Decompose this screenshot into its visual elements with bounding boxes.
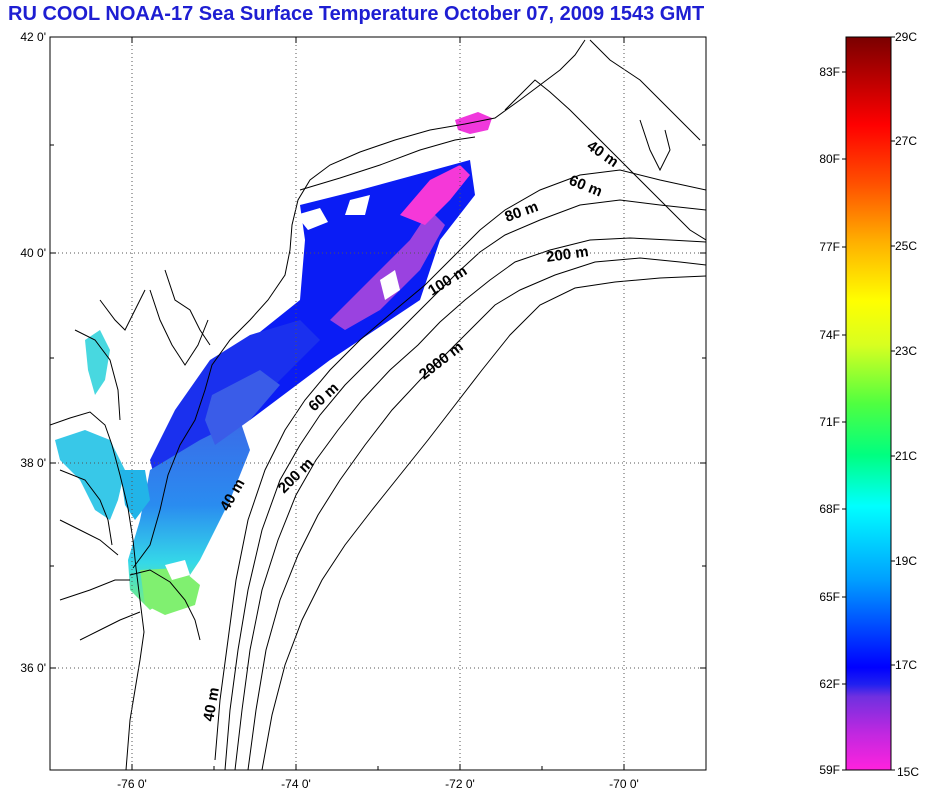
longitude-labels: -76 0' -74 0' -72 0' -70 0' — [117, 777, 639, 791]
fahrenheit-label: 83F — [819, 65, 840, 79]
map-title: RU COOL NOAA-17 Sea Surface Temperature … — [8, 3, 705, 25]
latitude-labels: 42 0' 40 0' 38 0' 36 0' — [20, 30, 46, 675]
axis-ticks — [50, 36, 706, 770]
lon-label: -74 0' — [281, 777, 311, 791]
fahrenheit-label: 62F — [819, 677, 840, 691]
celsius-labels: 29C 27C 25C 23C 21C 19C 17C 15C — [895, 30, 919, 779]
fahrenheit-label: 71F — [819, 415, 840, 429]
fahrenheit-label: 59F — [819, 763, 840, 777]
celsius-label: 21C — [895, 449, 917, 463]
fahrenheit-labels: 83F 80F 77F 74F 71F 68F 65F 62F 59F — [819, 65, 840, 777]
plot-frame — [49, 36, 707, 771]
lat-label: 42 0' — [20, 30, 46, 44]
lon-label: -70 0' — [609, 777, 639, 791]
lat-label: 38 0' — [20, 456, 46, 470]
fahrenheit-label: 80F — [819, 152, 840, 166]
celsius-label: 29C — [895, 30, 917, 44]
contour-label: 200 m — [545, 243, 589, 266]
celsius-label: 17C — [895, 658, 917, 672]
sst-data-field — [55, 112, 492, 615]
lat-label: 36 0' — [20, 661, 46, 675]
lat-label: 40 0' — [20, 246, 46, 260]
lon-label: -72 0' — [445, 777, 475, 791]
bathymetry-contours — [214, 169, 706, 770]
fahrenheit-label: 74F — [819, 328, 840, 342]
celsius-label: 23C — [895, 344, 917, 358]
fahrenheit-label: 65F — [819, 590, 840, 604]
colorbar-gradient — [845, 36, 892, 771]
contour-label: 40 m — [200, 686, 223, 723]
celsius-label: 19C — [895, 554, 917, 568]
celsius-label: 15C — [897, 765, 919, 779]
fahrenheit-label: 77F — [819, 240, 840, 254]
lon-label: -76 0' — [117, 777, 147, 791]
celsius-label: 25C — [895, 239, 917, 253]
graticule — [50, 37, 706, 770]
fahrenheit-label: 68F — [819, 502, 840, 516]
celsius-label: 27C — [895, 134, 917, 148]
colorbar-ticks — [842, 36, 895, 771]
coastline — [50, 39, 706, 770]
